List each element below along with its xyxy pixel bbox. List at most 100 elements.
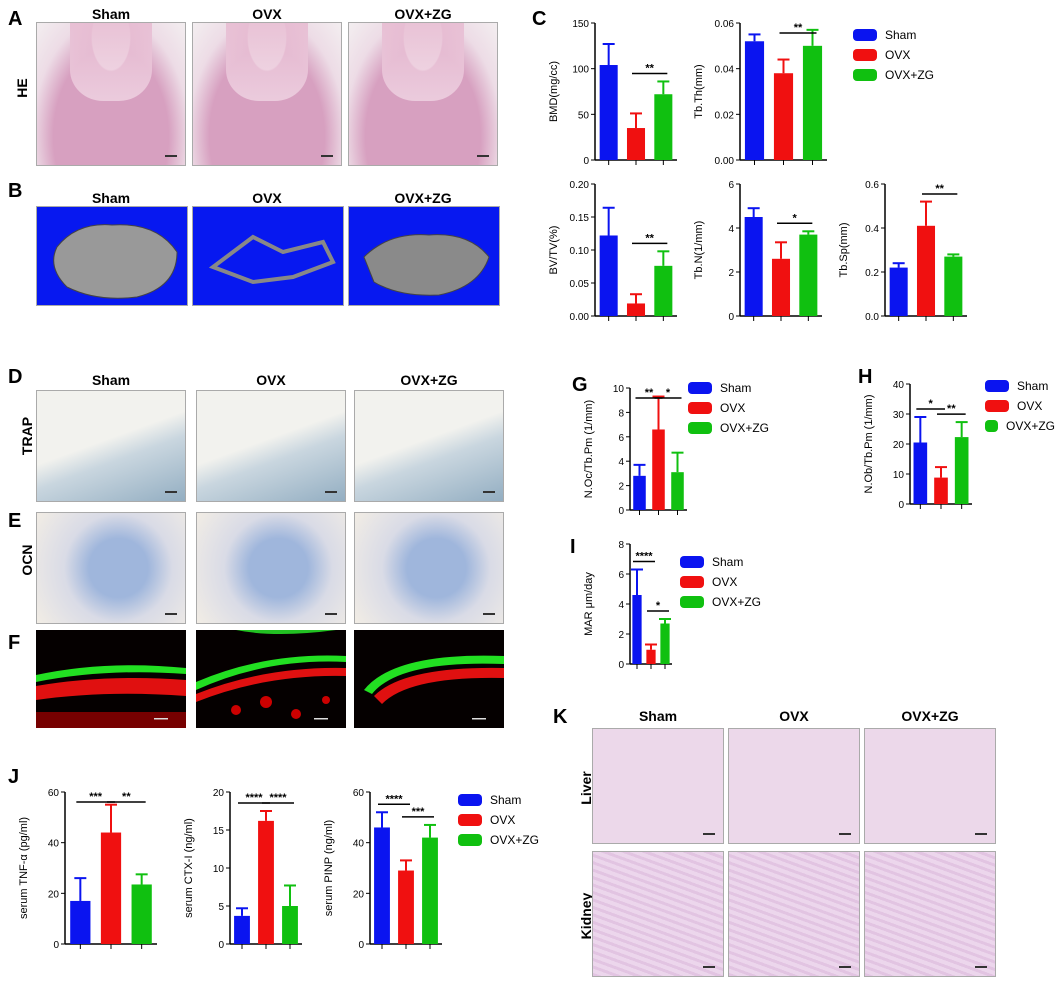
- legend-item-sham: Sham: [853, 25, 934, 45]
- fluorescent-bands-ovxzg: [364, 655, 504, 720]
- panel-label-g: G: [572, 374, 588, 396]
- y-tick-label: 0: [53, 940, 59, 951]
- y-tick-label: 20: [353, 889, 365, 900]
- legend-item-ovxzg: OVX+ZG: [985, 416, 1055, 436]
- bar-ovx-zg: [660, 623, 670, 664]
- y-tick-label: 4: [618, 457, 624, 468]
- y-tick-label: 15: [213, 826, 225, 837]
- bar-sham: [70, 900, 91, 944]
- y-tick-label: 0: [898, 500, 904, 511]
- bar-ovx-zg: [131, 884, 152, 944]
- header-d-ovx: OVX: [256, 372, 286, 388]
- y-tick-label: 0.6: [865, 180, 879, 191]
- header-k-sham: Sham: [638, 708, 678, 724]
- legend-item-ovxzg: OVX+ZG: [853, 65, 934, 85]
- y-tick-label: 0: [583, 156, 589, 167]
- bar-ovx: [100, 832, 122, 944]
- significance-label: **: [645, 62, 654, 74]
- header-k-ovxzg: OVX+ZG: [901, 708, 959, 724]
- legend-text-ovx: OVX: [720, 401, 746, 415]
- legend-text-ovx: OVX: [712, 575, 738, 589]
- panel-label-b: B: [8, 180, 23, 202]
- bar-ovx: [258, 820, 274, 944]
- y-axis-label: N.Oc/Tb.Pm (1/mm): [583, 400, 595, 498]
- y-tick-label: 0: [618, 506, 624, 517]
- significance-label: ***: [89, 791, 103, 803]
- legend-item-ovx: OVX: [458, 810, 539, 830]
- header-b-sham: Sham: [91, 190, 131, 206]
- y-tick-label: 30: [893, 410, 905, 421]
- y-tick-label: 4: [728, 224, 734, 235]
- panel-label-c: C: [532, 8, 547, 30]
- y-tick-label: 0.02: [715, 110, 735, 121]
- panel-label-k: K: [553, 706, 568, 728]
- ocn-image-ovx: [196, 512, 346, 624]
- bar-sham: [599, 235, 618, 316]
- y-tick-label: 10: [893, 470, 905, 481]
- bar-ovx-zg: [282, 906, 298, 944]
- legend-item-sham: Sham: [688, 378, 769, 398]
- legend-text-ovx: OVX: [490, 813, 516, 827]
- y-tick-label: 0.15: [570, 213, 590, 224]
- y-axis-label: BMD(mg/cc): [548, 61, 560, 122]
- legend-swatch-ovx: [985, 400, 1009, 412]
- trabecular-render-ovx: [208, 234, 336, 285]
- chart-ctx: serum CTX-I (ng/ml) 0 5 10 15 20 **** ****: [183, 788, 302, 951]
- panel-label-e: E: [8, 510, 22, 532]
- calcein-image-sham: [36, 630, 186, 728]
- significance-label: **: [947, 403, 956, 415]
- row-label-trap: TRAP: [19, 416, 35, 456]
- trabecular-render-ovxzg: [363, 234, 490, 296]
- legend-swatch-ovx: [680, 576, 704, 588]
- significance-label: **: [794, 22, 803, 34]
- ocn-image-sham: [36, 512, 186, 624]
- legend-i: Sham OVX OVX+ZG: [680, 552, 761, 612]
- bar-sham: [632, 595, 642, 664]
- trap-image-ovx: [196, 390, 346, 502]
- header-a-ovxzg: OVX+ZG: [394, 6, 452, 22]
- microct-image-sham: [36, 206, 188, 306]
- y-axis-label: serum TNF-α (pg/ml): [18, 817, 30, 919]
- legend-j: Sham OVX OVX+ZG: [458, 790, 539, 850]
- significance-label: **: [645, 232, 654, 244]
- header-k-ovx: OVX: [779, 708, 809, 724]
- y-axis-label: serum CTX-I (ng/ml): [183, 818, 195, 918]
- legend-swatch-ovx: [458, 814, 482, 826]
- bar-ovx: [652, 429, 665, 510]
- bar-ovx: [646, 649, 656, 664]
- y-tick-label: 0: [218, 940, 224, 951]
- y-tick-label: 8: [618, 408, 624, 419]
- legend-item-ovx: OVX: [688, 398, 769, 418]
- panel-label-d: D: [8, 366, 23, 388]
- legend-swatch-ovxzg: [680, 596, 704, 608]
- bar-ovx-zg: [654, 94, 673, 160]
- y-tick-label: 60: [48, 788, 60, 799]
- y-tick-label: 0.10: [570, 246, 590, 257]
- he-image-ovx: [192, 22, 342, 166]
- legend-text-ovxzg: OVX+ZG: [885, 68, 935, 82]
- legend-swatch-sham: [985, 380, 1009, 392]
- bar-ovx-zg: [671, 472, 684, 510]
- y-axis-label: serum PINP (ng/ml): [323, 820, 335, 916]
- significance-label: ***: [412, 806, 426, 818]
- bar-sham: [744, 217, 763, 316]
- y-tick-label: 0.06: [715, 19, 735, 30]
- significance-label: **: [122, 791, 131, 803]
- y-tick-label: 10: [613, 384, 625, 395]
- legend-item-ovxzg: OVX+ZG: [680, 592, 761, 612]
- chart-bmd: BMD(mg/cc) 0 50 100 150 **: [548, 19, 677, 167]
- legend-item-ovx: OVX: [853, 45, 934, 65]
- he-image-ovxzg: [348, 22, 498, 166]
- legend-text-ovxzg: OVX+ZG: [490, 833, 540, 847]
- bar-ovx: [934, 477, 948, 504]
- legend-swatch-ovxzg: [985, 420, 998, 432]
- significance-label: ****: [269, 792, 287, 804]
- header-b-ovxzg: OVX+ZG: [394, 190, 452, 206]
- bar-ovx-zg: [954, 437, 969, 504]
- legend-text-sham: Sham: [712, 555, 744, 569]
- y-axis-label: Tb.Sp(mm): [838, 223, 850, 278]
- y-tick-label: 150: [572, 19, 589, 30]
- y-tick-label: 0: [358, 940, 364, 951]
- calcein-image-ovx: [196, 630, 346, 728]
